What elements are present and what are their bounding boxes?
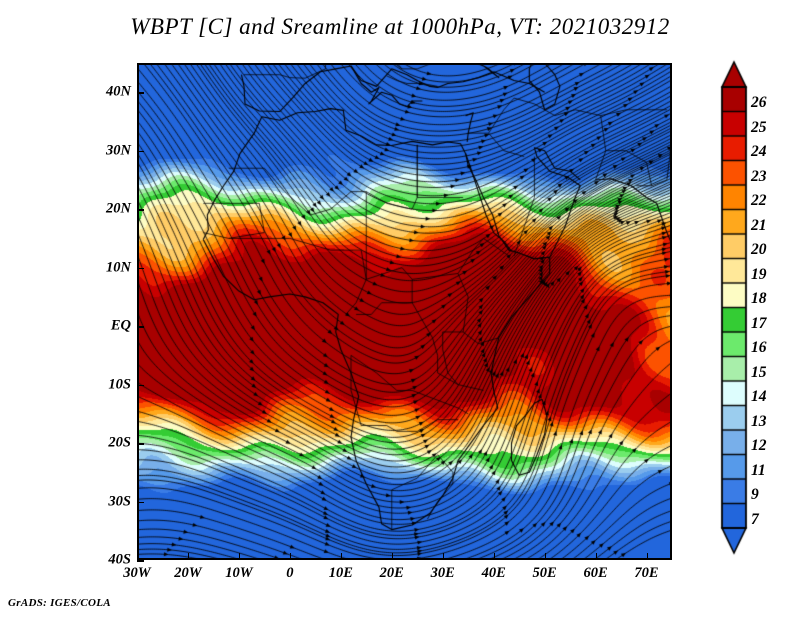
x-axis-label: 60E [583,565,608,581]
colorbar-label: 20 [751,241,767,259]
x-tick [340,553,343,560]
colorbar-label: 14 [751,388,767,406]
wbpt-streamline-map [137,63,672,560]
x-axis-label: 50E [532,565,557,581]
credit-text: GrADS: IGES/COLA [8,597,111,609]
colorbar-label: 13 [751,412,767,430]
x-tick [544,553,547,560]
colorbar-label: 18 [751,290,767,308]
x-axis-label: 20W [174,565,202,581]
x-tick [137,553,139,560]
y-tick [137,384,144,387]
y-tick [137,150,144,153]
x-tick [595,553,598,560]
y-axis-label: 30S [108,493,131,510]
y-axis-label: 10S [108,376,131,393]
colorbar-label: 21 [751,216,767,234]
colorbar-label: 25 [751,118,767,136]
x-tick [238,553,241,560]
y-axis-label: EQ [110,317,131,334]
x-tick [493,553,496,560]
y-tick [137,443,144,445]
y-tick [137,267,144,270]
y-axis-label: 20N [106,200,131,217]
colorbar-label: 15 [751,363,767,381]
colorbar-label: 11 [751,461,766,479]
chart-title: WBPT [C] and Sreamline at 1000hPa, VT: 2… [130,14,670,39]
colorbar-label: 22 [751,192,767,210]
x-axis-label: 10W [225,565,253,581]
y-axis-label: 10N [106,259,131,276]
colorbar-label: 12 [751,437,767,455]
y-tick [137,92,144,94]
map-plot-area [137,63,672,560]
y-tick [137,209,144,211]
x-axis-label: 70E [634,565,659,581]
x-tick [646,553,649,560]
y-axis-label: 30N [106,142,131,159]
colorbar-label: 17 [751,314,767,332]
x-tick [391,553,394,560]
y-axis-label: 20S [108,434,131,451]
colorbar-label: 9 [751,486,759,504]
colorbar-label: 23 [751,167,767,185]
colorbar-label: 19 [751,265,767,283]
y-tick [137,560,144,562]
x-axis-label: 30E [430,565,455,581]
y-tick [137,326,144,328]
x-axis-label: 0 [286,565,294,581]
colorbar-label: 7 [751,510,759,528]
x-tick [289,553,292,560]
y-axis-label: 40N [106,83,131,100]
x-tick [187,553,190,560]
y-tick [137,501,144,504]
x-axis-label: 10E [328,565,353,581]
y-axis-label: 40S [108,551,131,568]
x-axis-label: 40E [481,565,506,581]
colorbar-label: 26 [751,94,767,112]
x-axis-label: 30W [123,565,151,581]
colorbar: 26 25 24 23 22 21 20 19 18 17 16 15 14 13 12 11 9 7 [705,55,800,575]
x-axis-label: 20E [379,565,404,581]
x-tick [442,553,445,560]
colorbar-gradient [705,55,800,575]
colorbar-label: 16 [751,339,767,357]
colorbar-label: 24 [751,143,767,161]
